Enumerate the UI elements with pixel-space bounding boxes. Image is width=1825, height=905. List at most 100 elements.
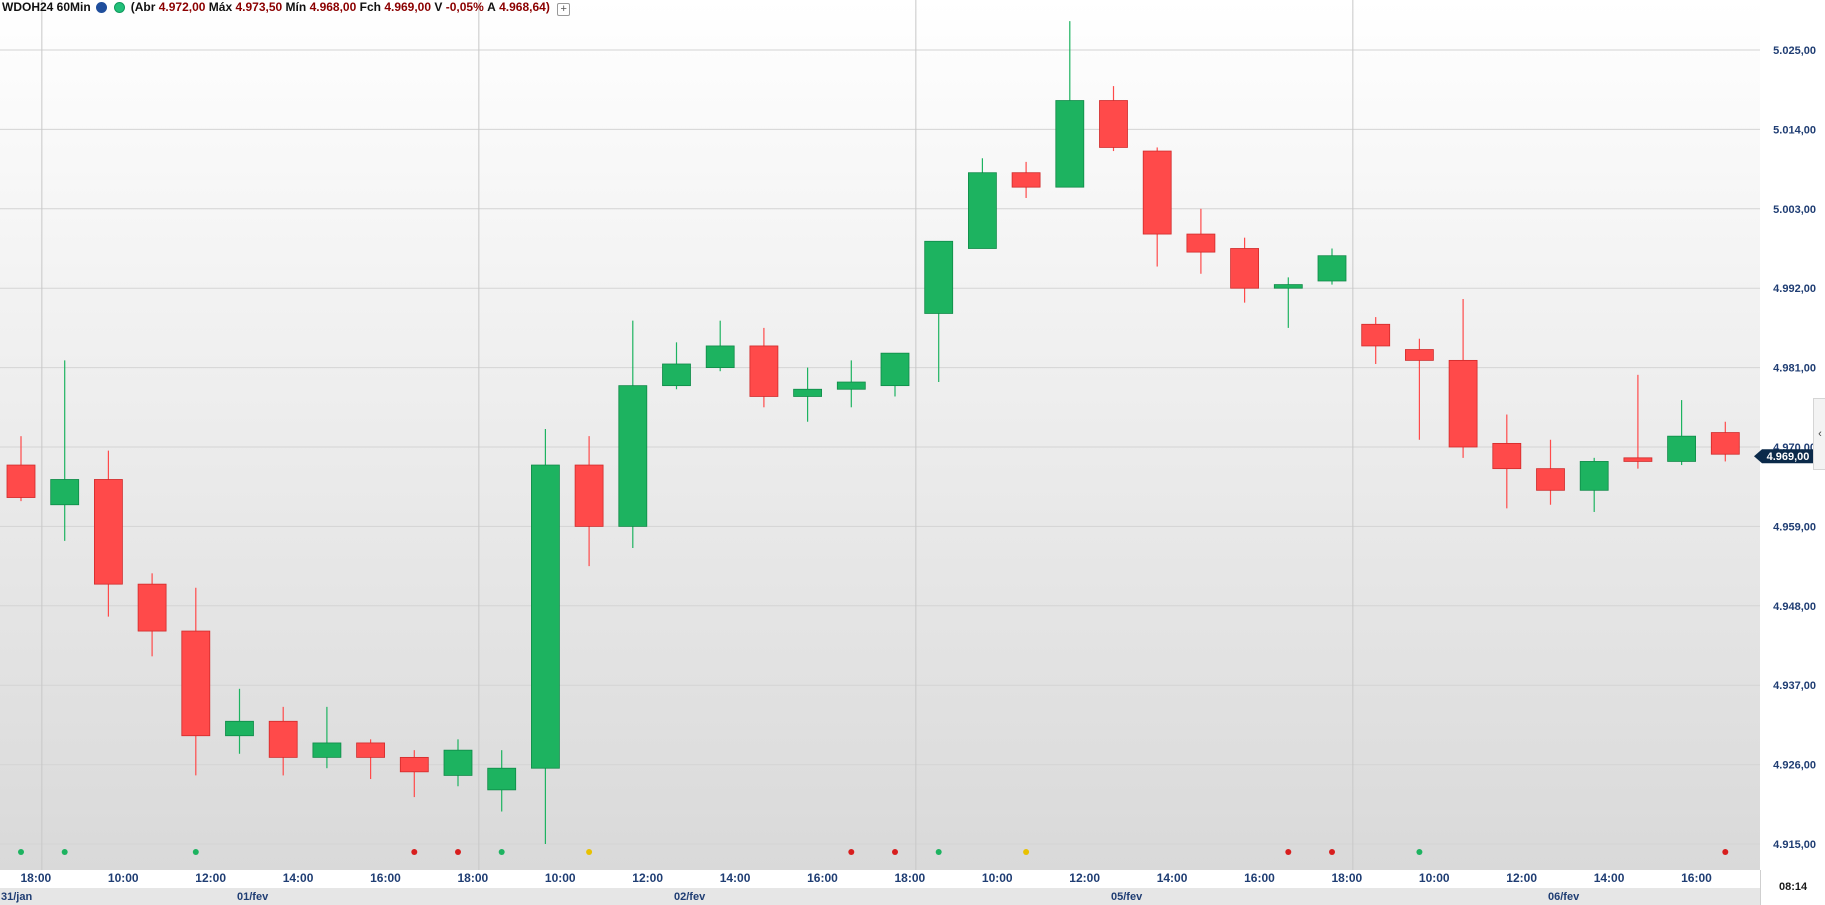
candle-body-down[interactable] <box>1536 468 1565 491</box>
candle-body-up[interactable] <box>880 352 910 387</box>
current-price-marker: 4.969,00 <box>1754 449 1816 464</box>
clock: 08:14 <box>1779 881 1808 893</box>
candle-body-down[interactable] <box>268 720 298 758</box>
date-labels: 31/jan 01/fev 02/fev 05/fev 06/fev <box>1 891 1580 903</box>
time-tick-label: 18:00 <box>895 871 926 885</box>
signal-dot <box>848 849 855 855</box>
price-tick-labels: 4.915,00 4.926,00 4.937,00 4.948,00 4.959,00… <box>1773 45 1816 851</box>
current-price-tag <box>1754 449 1816 464</box>
signal-dot <box>411 849 418 855</box>
symbol-label[interactable]: WDOH24 60Min <box>2 0 91 14</box>
time-tick-label: 16:00 <box>1244 871 1275 885</box>
candle-body-up[interactable] <box>793 388 822 397</box>
candle-body-up[interactable] <box>618 385 648 527</box>
price-tick-label: 4.937,00 <box>1773 680 1816 692</box>
signal-dot <box>1416 849 1423 855</box>
time-tick-label: 18:00 <box>1332 871 1363 885</box>
price-tick-label: 5.025,00 <box>1773 45 1816 57</box>
time-tick-label: 18:00 <box>21 871 52 885</box>
candle-body-down[interactable] <box>1230 248 1259 289</box>
clock-box: 08:14 <box>1760 870 1825 905</box>
date-label: 31/jan <box>1 891 32 903</box>
open-value: 4.972,00 <box>158 0 206 14</box>
average-value: 4.968,64) <box>499 0 550 14</box>
candle-body-up[interactable] <box>225 720 254 737</box>
candle-body-down[interactable] <box>749 345 779 397</box>
time-tick-label: 12:00 <box>1506 871 1537 885</box>
time-tick-label: 12:00 <box>1069 871 1100 885</box>
candle-body-down[interactable] <box>1623 457 1653 462</box>
average-label: A <box>487 0 496 14</box>
candle-body-up[interactable] <box>924 240 954 314</box>
candle-body-up[interactable] <box>1667 435 1696 462</box>
candle-body-up[interactable] <box>1273 284 1303 289</box>
candle-body-down[interactable] <box>6 464 36 498</box>
candle-body-up[interactable] <box>662 363 691 387</box>
candle-body-down[interactable] <box>1142 150 1172 235</box>
signal-dot <box>18 849 24 855</box>
time-tick-label: 14:00 <box>720 871 751 885</box>
price-tick-label: 4.981,00 <box>1773 363 1816 375</box>
candle-body-up[interactable] <box>443 749 473 776</box>
day-separators <box>41 0 1354 870</box>
date-label: 06/fev <box>1548 891 1580 903</box>
signal-dot <box>586 849 593 855</box>
candle-body-up[interactable] <box>312 742 342 758</box>
add-indicator-button[interactable]: + <box>557 3 571 16</box>
candle-body-up[interactable] <box>1579 461 1609 491</box>
time-tick-label: 10:00 <box>545 871 576 885</box>
candle-body-down[interactable] <box>181 630 211 737</box>
time-tick-label: 16:00 <box>370 871 401 885</box>
variation-value: -0,05% <box>445 0 484 14</box>
candle-body-down[interactable] <box>356 742 386 758</box>
candle-body-up[interactable] <box>487 767 517 791</box>
date-axis-band <box>0 888 1760 905</box>
candle-body-down[interactable] <box>1448 359 1478 448</box>
candle-body-down[interactable] <box>399 756 429 773</box>
date-label: 02/fev <box>674 891 706 903</box>
price-tick-label: 4.948,00 <box>1773 601 1816 613</box>
candle-body-down[interactable] <box>94 479 123 585</box>
signal-dot <box>1023 849 1030 855</box>
time-tick-label: 18:00 <box>458 871 489 885</box>
collapse-panel-button[interactable]: ‹ <box>1813 398 1825 470</box>
signal-dot <box>498 849 505 855</box>
date-label: 01/fev <box>237 891 269 903</box>
price-tick-label: 5.014,00 <box>1773 124 1816 136</box>
time-tick-label: 12:00 <box>632 871 663 885</box>
candle-body-down[interactable] <box>1011 172 1041 188</box>
candle-body-down[interactable] <box>1099 100 1128 148</box>
price-tick-label: 4.992,00 <box>1773 283 1816 295</box>
candle-body-up[interactable] <box>1055 100 1085 188</box>
signal-dot <box>61 849 68 855</box>
candle-body-up[interactable] <box>705 345 735 369</box>
candle-body-down[interactable] <box>1492 442 1522 470</box>
open-label: (Abr <box>130 0 156 14</box>
candle-body-down[interactable] <box>1405 349 1434 361</box>
chart-header: WDOH24 60Min (Abr 4.972,00 Máx 4.973,50 … <box>2 0 571 16</box>
high-value: 4.973,50 <box>235 0 283 14</box>
signal-dot <box>1329 849 1335 855</box>
candle-body-down[interactable] <box>137 583 167 632</box>
signal-dot <box>1722 849 1729 855</box>
current-price-label: 4.969,00 <box>1767 451 1810 463</box>
broker-icon <box>96 2 108 13</box>
time-tick-label: 10:00 <box>108 871 139 885</box>
low-value: 4.968,00 <box>309 0 357 14</box>
close-label: Fch <box>359 0 381 14</box>
time-tick-label: 14:00 <box>283 871 314 885</box>
candle-body-up[interactable] <box>836 381 866 390</box>
time-tick-label: 12:00 <box>195 871 226 885</box>
candle-body-up[interactable] <box>968 172 997 249</box>
candle-body-up[interactable] <box>1317 255 1347 282</box>
candle-body-down[interactable] <box>1710 432 1740 455</box>
price-tick-label: 4.915,00 <box>1773 839 1816 851</box>
time-tick-label: 16:00 <box>1681 871 1712 885</box>
candle-body-down[interactable] <box>1186 233 1216 253</box>
high-label: Máx <box>208 0 233 14</box>
candle-body-down[interactable] <box>574 464 604 527</box>
candle-body-up[interactable] <box>531 464 560 769</box>
candle-body-down[interactable] <box>1361 323 1391 347</box>
signal-dot <box>192 849 199 855</box>
candle-body-up[interactable] <box>50 479 80 506</box>
